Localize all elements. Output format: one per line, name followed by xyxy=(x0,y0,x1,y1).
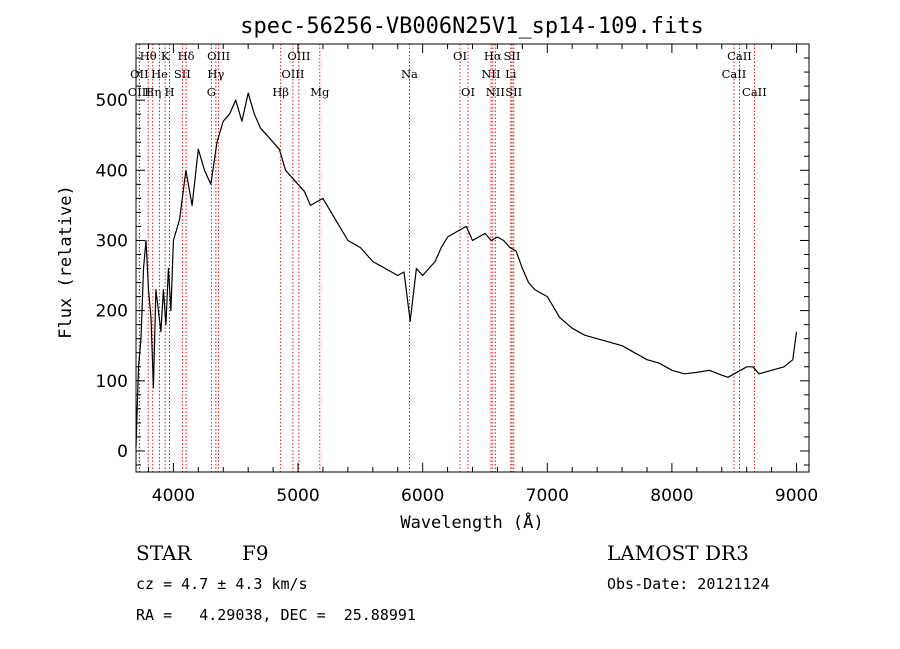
marker-label: OIII xyxy=(287,49,310,63)
x-tick-label: 5000 xyxy=(276,486,319,506)
plot-frame xyxy=(135,43,810,473)
marker-label: Hβ xyxy=(272,85,289,99)
marker-label: CaII xyxy=(722,67,747,81)
survey-name: LAMOST DR3 xyxy=(607,541,749,565)
marker-label: Hα xyxy=(484,49,502,63)
marker-label: CaII xyxy=(727,49,752,63)
marker-label: OIII xyxy=(207,49,230,63)
marker-label: Li xyxy=(505,67,517,81)
x-tick-label: 6000 xyxy=(401,486,444,506)
marker-label: Hδ xyxy=(178,49,195,63)
marker-label: CaII xyxy=(742,85,767,99)
marker-label: Hγ xyxy=(207,67,224,81)
marker-label: SII xyxy=(174,67,191,81)
marker-label: Na xyxy=(401,67,418,81)
y-axis-ticks: 0 100 200 300 400 500 xyxy=(96,57,809,466)
marker-label: NII xyxy=(486,85,505,99)
observation-date: Obs-Date: 20121124 xyxy=(607,575,770,593)
marker-label: OI xyxy=(453,49,467,63)
marker-label: SII xyxy=(505,85,522,99)
y-tick-label: 300 xyxy=(96,231,128,251)
object-class: STAR xyxy=(136,541,192,565)
x-tick-label: 7000 xyxy=(526,486,569,506)
marker-label: NII xyxy=(481,67,500,81)
marker-label: SII xyxy=(504,49,521,63)
marker-label: Hη xyxy=(144,85,161,99)
x-tick-label: 9000 xyxy=(775,486,818,506)
marker-label: OI xyxy=(461,85,475,99)
line-markers xyxy=(138,44,755,472)
line-marker-labels: HθOIIOIIIHηHeKHSIIHδGHγOIIIHβOIIIOIIIMgN… xyxy=(128,49,767,99)
redshift-velocity: cz = 4.7 ± 4.3 km/s xyxy=(136,575,308,593)
x-tick-label: 8000 xyxy=(650,486,693,506)
marker-label: OIII xyxy=(281,67,304,81)
x-tick-label: 4000 xyxy=(152,486,195,506)
marker-label: OII xyxy=(130,67,149,81)
x-axis-label: Wavelength (Å) xyxy=(400,511,543,533)
marker-label: OIII xyxy=(128,85,151,99)
marker-label: Hθ xyxy=(140,49,157,63)
y-tick-label: 500 xyxy=(96,91,128,111)
marker-label: H xyxy=(165,85,175,99)
marker-label: Mg xyxy=(310,85,330,99)
x-axis-ticks: 4000 5000 6000 7000 8000 9000 xyxy=(147,44,818,506)
marker-label: G xyxy=(207,85,216,99)
sky-coordinates: RA = 4.29038, DEC = 25.88991 xyxy=(136,606,416,624)
y-tick-label: 400 xyxy=(96,161,128,181)
y-tick-label: 0 xyxy=(117,442,128,462)
y-axis-label: Flux (relative) xyxy=(56,185,76,339)
y-tick-label: 200 xyxy=(96,302,128,322)
spectral-subclass: F9 xyxy=(242,541,269,565)
chart-title: spec-56256-VB006N25V1_sp14-109.fits xyxy=(240,14,704,39)
marker-label: He xyxy=(151,67,168,81)
marker-label: K xyxy=(161,49,170,63)
y-tick-label: 100 xyxy=(96,372,128,392)
spectrum-line xyxy=(135,92,798,448)
